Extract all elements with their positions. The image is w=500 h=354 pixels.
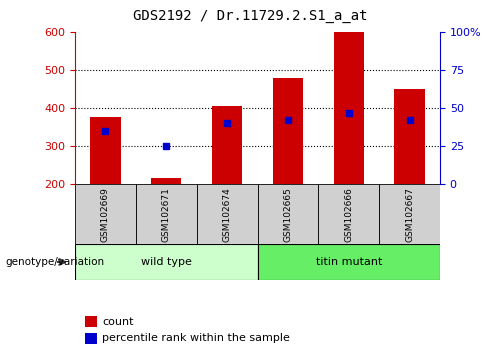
Text: GSM102667: GSM102667: [405, 187, 414, 242]
Bar: [85, 316, 98, 327]
Bar: [151, 178, 182, 184]
Text: genotype/variation: genotype/variation: [5, 257, 104, 267]
Bar: [75, 244, 258, 280]
Bar: [379, 184, 440, 244]
Bar: [212, 106, 242, 184]
Text: GDS2192 / Dr.11729.2.S1_a_at: GDS2192 / Dr.11729.2.S1_a_at: [133, 9, 367, 23]
Text: count: count: [102, 317, 134, 327]
Text: GSM102666: GSM102666: [344, 187, 353, 242]
Text: GSM102671: GSM102671: [162, 187, 171, 242]
Bar: [394, 89, 425, 184]
Text: GSM102665: GSM102665: [284, 187, 292, 242]
Text: GSM102669: GSM102669: [101, 187, 110, 242]
Bar: [258, 244, 440, 280]
Text: GSM102674: GSM102674: [222, 187, 232, 241]
Bar: [272, 78, 303, 184]
Bar: [85, 333, 98, 344]
Bar: [334, 32, 364, 184]
Text: titin mutant: titin mutant: [316, 257, 382, 267]
Bar: [258, 184, 318, 244]
Bar: [90, 118, 120, 184]
Bar: [318, 184, 379, 244]
Bar: [75, 184, 136, 244]
Bar: [196, 184, 258, 244]
Text: percentile rank within the sample: percentile rank within the sample: [102, 333, 290, 343]
Bar: [136, 184, 196, 244]
Text: wild type: wild type: [141, 257, 192, 267]
